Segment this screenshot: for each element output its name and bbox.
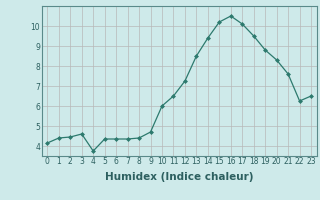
X-axis label: Humidex (Indice chaleur): Humidex (Indice chaleur) [105,172,253,182]
